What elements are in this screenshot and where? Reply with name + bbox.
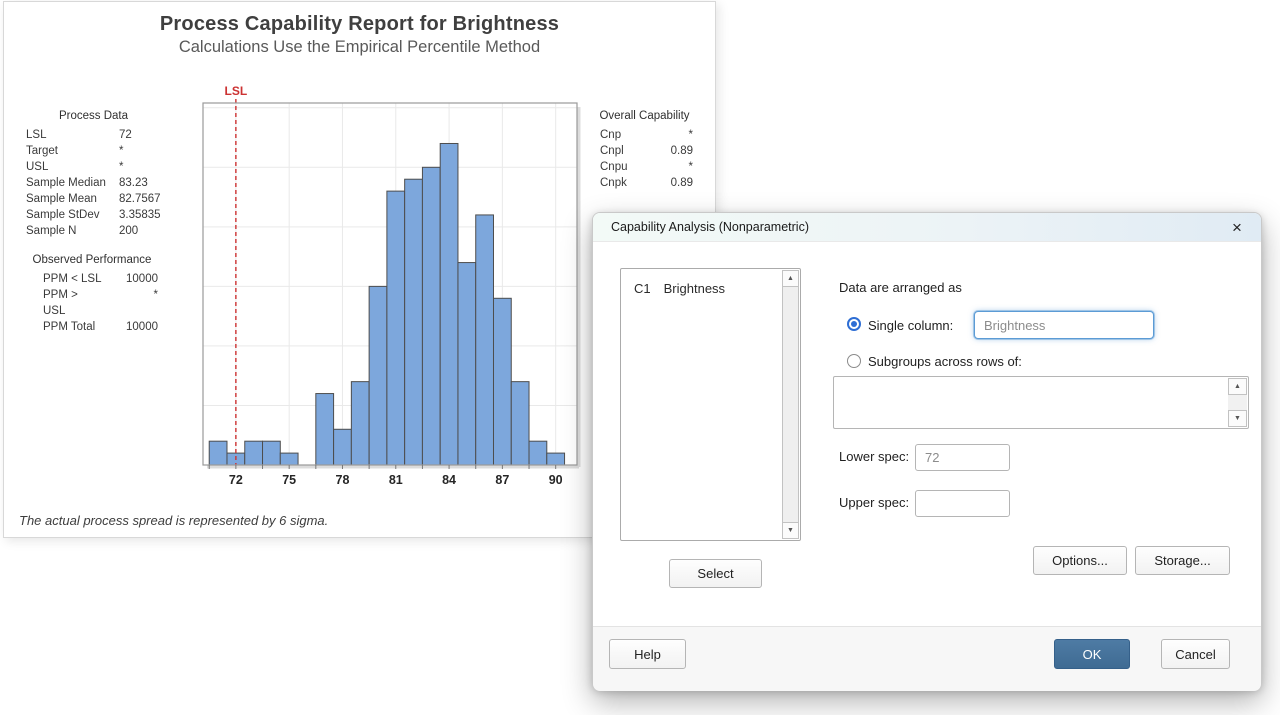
- process-data-title: Process Data: [26, 108, 161, 124]
- help-button[interactable]: Help: [609, 639, 686, 669]
- storage-button[interactable]: Storage...: [1135, 546, 1230, 575]
- upper-spec-label: Upper spec:: [839, 495, 909, 510]
- list-item[interactable]: C1 Brightness: [634, 281, 725, 296]
- svg-text:84: 84: [442, 473, 456, 487]
- stat-row: Cnp*: [596, 127, 693, 143]
- stat-row: Sample Mean82.7567: [26, 191, 161, 207]
- scroll-down-icon[interactable]: ▼: [1228, 410, 1247, 427]
- dialog-titlebar[interactable]: Capability Analysis (Nonparametric) ×: [593, 213, 1261, 242]
- scroll-down-icon[interactable]: ▼: [782, 522, 799, 539]
- capability-analysis-dialog: Capability Analysis (Nonparametric) × C1…: [592, 212, 1262, 690]
- single-column-input[interactable]: [974, 311, 1154, 339]
- subgroups-input[interactable]: ▲ ▼: [833, 376, 1249, 429]
- dialog-footer: Help OK Cancel: [593, 626, 1261, 691]
- single-column-label[interactable]: Single column:: [868, 318, 953, 333]
- svg-text:LSL: LSL: [225, 84, 248, 98]
- stat-row: Sample N200: [26, 223, 161, 239]
- stat-row: Target*: [26, 143, 161, 159]
- scroll-up-icon[interactable]: ▲: [1228, 378, 1247, 395]
- stat-row: Cnpl0.89: [596, 143, 693, 159]
- select-button[interactable]: Select: [669, 559, 762, 588]
- stat-row: Sample StDev3.35835: [26, 207, 161, 223]
- observed-performance-panel: Observed Performance PPM < LSL10000 PPM …: [26, 252, 158, 335]
- stat-row: Sample Median83.23: [26, 175, 161, 191]
- subgroups-radio[interactable]: [847, 354, 861, 368]
- ok-button[interactable]: OK: [1054, 639, 1130, 669]
- lower-spec-input[interactable]: [915, 444, 1010, 471]
- subgroups-scrollbar[interactable]: ▲ ▼: [1228, 378, 1247, 427]
- report-footnote: The actual process spread is represented…: [19, 513, 328, 528]
- observed-performance-title: Observed Performance: [26, 252, 158, 268]
- svg-text:87: 87: [495, 473, 509, 487]
- stat-row: PPM < LSL10000: [26, 271, 158, 287]
- upper-spec-input[interactable]: [915, 490, 1010, 517]
- overall-capability-panel: Overall Capability Cnp* Cnpl0.89 Cnpu* C…: [596, 108, 693, 191]
- overall-capability-title: Overall Capability: [596, 108, 693, 124]
- stat-row: USL*: [26, 159, 161, 175]
- arranged-label: Data are arranged as: [839, 280, 962, 295]
- svg-text:75: 75: [282, 473, 296, 487]
- svg-text:78: 78: [336, 473, 350, 487]
- subgroups-label[interactable]: Subgroups across rows of:: [868, 354, 1022, 369]
- lower-spec-label: Lower spec:: [839, 449, 909, 464]
- single-column-radio[interactable]: [847, 317, 861, 331]
- process-data-panel: Process Data LSL72 Target* USL* Sample M…: [26, 108, 161, 239]
- listbox-scrollbar[interactable]: ▲ ▼: [782, 270, 799, 539]
- column-listbox[interactable]: C1 Brightness ▲ ▼: [620, 268, 801, 541]
- options-button[interactable]: Options...: [1033, 546, 1127, 575]
- report-subtitle: Calculations Use the Empirical Percentil…: [4, 38, 715, 57]
- stat-row: PPM Total10000: [26, 319, 158, 335]
- scroll-up-icon[interactable]: ▲: [782, 270, 799, 287]
- cancel-button[interactable]: Cancel: [1161, 639, 1230, 669]
- stat-row: Cnpk0.89: [596, 175, 693, 191]
- screen: Process Capability Report for Brightness…: [0, 0, 1280, 715]
- svg-text:90: 90: [549, 473, 563, 487]
- report-title: Process Capability Report for Brightness: [4, 13, 715, 36]
- dialog-title: Capability Analysis (Nonparametric): [611, 220, 809, 234]
- column-id: C1: [634, 281, 651, 296]
- stat-row: PPM > USL*: [26, 287, 158, 319]
- close-icon[interactable]: ×: [1225, 216, 1249, 240]
- svg-text:81: 81: [389, 473, 403, 487]
- scrollbar-thumb[interactable]: [782, 287, 799, 522]
- column-name: Brightness: [664, 281, 725, 296]
- scrollbar-track[interactable]: [1228, 395, 1247, 410]
- stat-row: LSL72: [26, 127, 161, 143]
- svg-text:72: 72: [229, 473, 243, 487]
- stat-row: Cnpu*: [596, 159, 693, 175]
